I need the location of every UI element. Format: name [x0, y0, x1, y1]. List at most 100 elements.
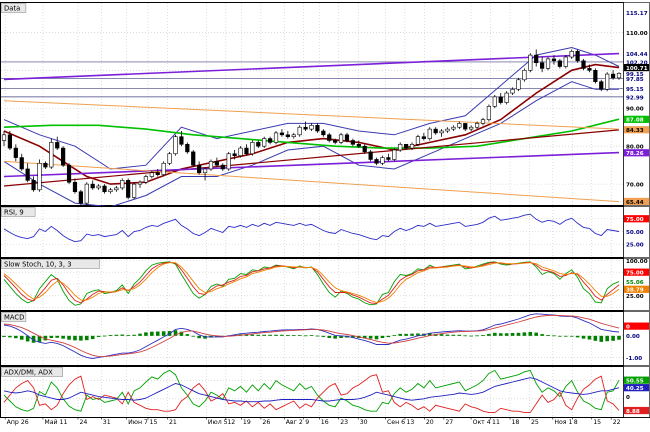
- adx-axis-tag-3: [624, 406, 649, 415]
- candle-body-32: [191, 151, 196, 166]
- candle-body-81: [480, 119, 486, 124]
- stoch-panel: Slow Stoch, 10, 3, 3 100.00 75.00 55.06 38.7…: [0, 258, 650, 311]
- price-axis-tag-10: [624, 115, 649, 123]
- candle-body-73: [433, 128, 438, 134]
- macd-hist-bar-98: [581, 335, 586, 339]
- macd-hist-bar-62: [368, 335, 373, 339]
- candle-body-84: [498, 96, 503, 103]
- macd-hist-bar-19: [114, 334, 119, 336]
- stoch-title-bg: [1, 259, 100, 269]
- macd-hist-bar-17: [102, 335, 107, 337]
- macd-hist-bar-103: [611, 335, 615, 341]
- price-axis-label-7: 95.15: [626, 87, 644, 93]
- macd-hist-bar-52: [309, 335, 314, 336]
- rsi-axis-label-2: 25.00: [626, 243, 644, 249]
- date-label-26: 15: [593, 419, 601, 426]
- stoch-axis-tag-3: [624, 285, 649, 293]
- macd-hist-bar-63: [374, 335, 379, 340]
- candle-body-7: [43, 162, 48, 168]
- candle-body-72: [427, 128, 432, 139]
- macd-hist-bar-45: [268, 334, 272, 336]
- date-label-0: Апр 26: [7, 419, 29, 426]
- price-axis-label-6: 97.85: [626, 77, 644, 83]
- macd-hist-bar-29: [173, 330, 178, 336]
- macd-hist-bar-59: [351, 335, 355, 338]
- candle-body-45: [268, 138, 273, 143]
- macd-hist-bar-66: [392, 335, 397, 336]
- candle-body-37: [220, 164, 225, 170]
- macd-hist-bar-70: [416, 333, 420, 336]
- candle-body-24: [143, 176, 149, 183]
- candle-body-18: [108, 189, 113, 193]
- candle-body-56: [333, 140, 338, 143]
- price-panel: Data115.17110.00104.44102.20100.7199.159…: [0, 2, 650, 208]
- macd-hist-bar-79: [469, 335, 473, 337]
- rsi-title: RSI, 9: [4, 209, 24, 217]
- candle-body-38: [226, 153, 231, 170]
- date-label-24: Ноя 1: [554, 419, 572, 426]
- date-label-11: Авг 2: [286, 419, 303, 426]
- date-label-15: 30: [360, 419, 368, 426]
- rsi-axis: 75.00 50.00 25.00: [623, 206, 650, 258]
- macd-hist-bar-24: [144, 332, 148, 336]
- date-label-18: 20: [426, 419, 434, 426]
- price-axis: 115.17 110.00 104.44 102.20100.7199.1597.85…: [623, 2, 650, 206]
- candle-body-94: [557, 60, 562, 67]
- candle-body-43: [256, 142, 261, 147]
- macd-title-bg: [1, 312, 27, 322]
- macd-hist-bar-1: [8, 335, 12, 338]
- macd-hist-bar-10: [61, 335, 65, 339]
- stoch-axis-label-0: 100.00: [626, 259, 648, 265]
- macd-hist-bar-90: [534, 332, 539, 336]
- candle-body-51: [303, 126, 308, 130]
- macd-hist-bar-86: [510, 333, 515, 336]
- candle-body-31: [185, 143, 190, 153]
- price-axis-tag-15: [624, 197, 649, 206]
- candle-body-82: [486, 106, 492, 120]
- candle-body-87: [516, 79, 521, 90]
- candle-body-53: [315, 125, 320, 132]
- rsi-frame: [0, 206, 624, 258]
- macd-series-1: [3, 314, 620, 358]
- macd-hist-bar-74: [439, 334, 444, 336]
- candle-body-14: [84, 183, 89, 204]
- price-axis-label-9: 90.00: [626, 107, 644, 113]
- candle-body-66: [392, 149, 397, 160]
- candle-body-46: [273, 132, 279, 143]
- macd-hist-bar-4: [25, 335, 30, 342]
- trend-upper: [3, 52, 620, 81]
- macd-hist-bar-97: [575, 335, 580, 338]
- rsi-axis-label-0: 75.00: [626, 217, 644, 223]
- candle-body-100: [593, 69, 598, 82]
- price-axis-label-11: 84.33: [626, 128, 644, 134]
- stoch-series-2: [3, 262, 620, 303]
- candle-body-36: [214, 161, 219, 166]
- candle-body-60: [356, 143, 361, 147]
- macd-hist-bar-46: [274, 334, 278, 336]
- macd-hist-bar-55: [327, 335, 332, 338]
- candle-body-79: [469, 126, 474, 130]
- trend-orange-2: [3, 160, 620, 203]
- macd-hist-bar-68: [404, 333, 408, 336]
- macd-hist-bar-23: [138, 333, 142, 336]
- macd-hist-bar-25: [150, 331, 154, 336]
- macd-hist-bar-53: [315, 335, 320, 337]
- date-label-2: 24: [79, 419, 87, 426]
- candle-body-41: [244, 147, 249, 155]
- macd-hist-bar-30: [179, 331, 184, 336]
- price-axis-tag-4: [624, 64, 649, 72]
- candle-body-35: [208, 161, 214, 170]
- macd-axis: 0 0.00 -1.00: [623, 311, 650, 366]
- macd-axis-frame: [623, 311, 650, 366]
- date-label-20: Окт 4: [473, 419, 491, 426]
- candle-body-88: [522, 69, 527, 81]
- macd-panel: MACD 0 0.00 -1.00: [0, 311, 650, 366]
- macd-hist-bar-21: [126, 335, 130, 336]
- date-label-1: Май 11: [44, 418, 67, 426]
- candle-body-39: [232, 153, 237, 156]
- price-axis-label-0: 115.17: [626, 11, 648, 17]
- macd-hist-bar-75: [445, 334, 450, 336]
